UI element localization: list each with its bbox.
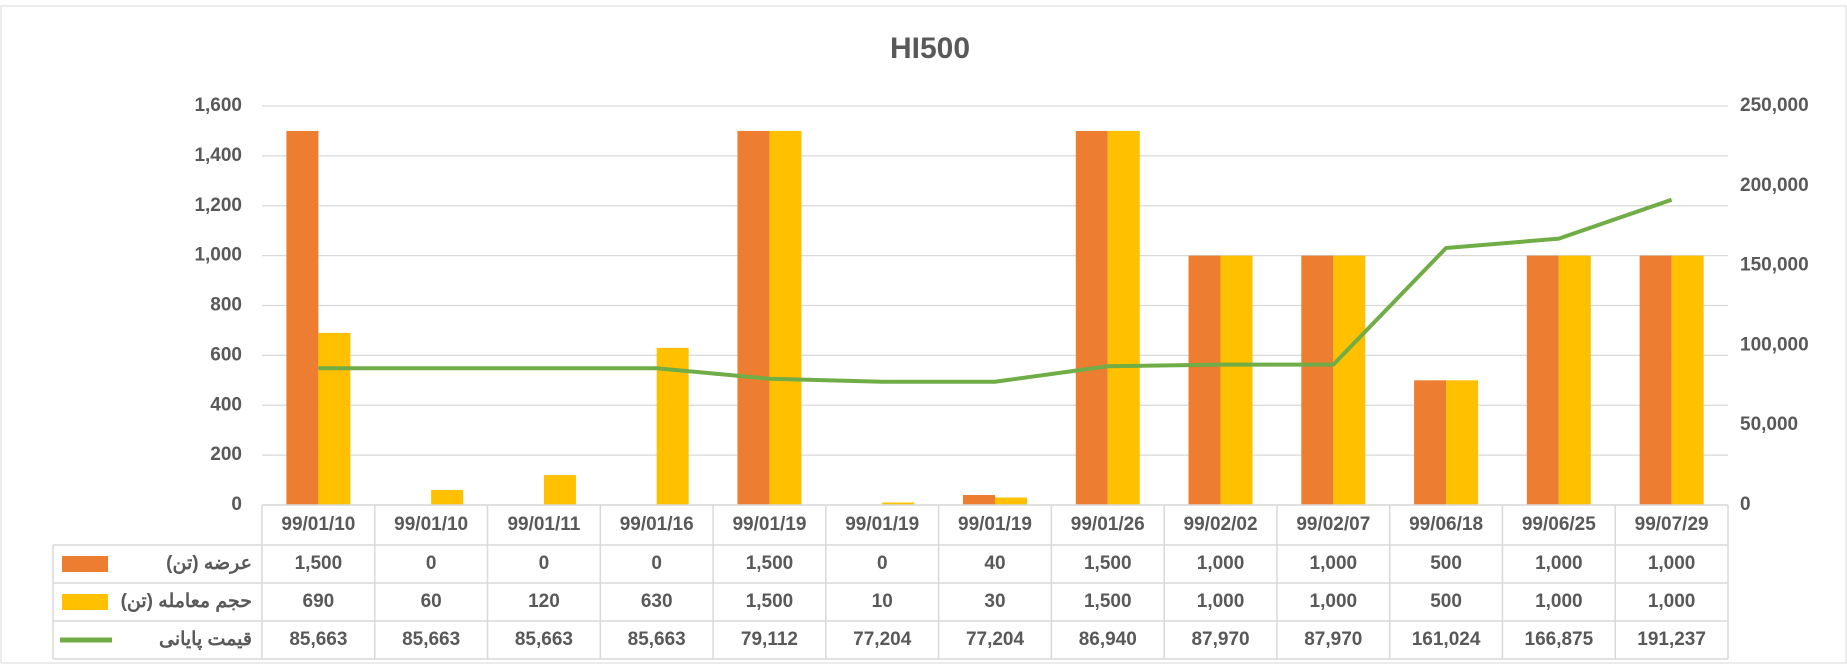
y-tick-label: 600 — [210, 344, 242, 365]
table-value: 85,663 — [515, 629, 573, 650]
bar — [882, 502, 915, 505]
y2-tick-label: 250,000 — [1740, 95, 1809, 116]
table-value: 1,000 — [1648, 553, 1696, 574]
bar — [1301, 255, 1334, 505]
x-tick-label: 99/07/29 — [1635, 514, 1709, 535]
bar — [1526, 255, 1559, 505]
y-tick-label: 400 — [210, 394, 242, 415]
table-value: 500 — [1430, 553, 1462, 574]
table-value: 1,000 — [1197, 591, 1245, 612]
table-value: 120 — [528, 591, 560, 612]
bar — [431, 490, 464, 505]
y-tick-label: 200 — [210, 444, 242, 465]
x-tick-label: 99/02/07 — [1296, 514, 1370, 535]
table-value: 191,237 — [1637, 629, 1706, 650]
bar — [1671, 255, 1704, 505]
table-value: 166,875 — [1525, 629, 1594, 650]
table-value: 77,204 — [966, 629, 1025, 650]
table-value: 1,500 — [746, 553, 794, 574]
x-tick-label: 99/01/26 — [1071, 514, 1145, 535]
table-value: 0 — [539, 553, 550, 574]
legend-swatch — [62, 556, 108, 572]
y2-tick-label: 200,000 — [1740, 175, 1809, 196]
table-value: 161,024 — [1412, 629, 1481, 650]
legend-swatch — [62, 594, 108, 610]
table-value: 0 — [651, 553, 662, 574]
x-tick-label: 99/01/19 — [958, 514, 1032, 535]
table-value: 0 — [877, 553, 888, 574]
bar — [995, 497, 1027, 505]
table-value: 40 — [984, 553, 1005, 574]
table-value: 79,112 — [741, 629, 798, 650]
table-value: 86,940 — [1079, 629, 1137, 650]
table-value: 500 — [1430, 591, 1462, 612]
chart-title: HI500 — [890, 32, 970, 65]
table-value: 690 — [303, 591, 335, 612]
bar — [769, 130, 802, 505]
y-tick-label: 0 — [231, 494, 242, 515]
x-tick-label: 99/01/10 — [394, 514, 468, 535]
bar — [318, 332, 351, 505]
table-value: 0 — [426, 553, 437, 574]
table-value: 1,000 — [1535, 553, 1583, 574]
bar — [737, 130, 770, 505]
bar — [1446, 380, 1479, 505]
x-tick-label: 99/01/10 — [281, 514, 355, 535]
y-tick-label: 1,600 — [194, 95, 242, 116]
table-value: 87,970 — [1304, 629, 1362, 650]
table-value: 1,500 — [746, 591, 794, 612]
y-tick-label: 1,000 — [194, 245, 242, 266]
table-value: 30 — [984, 591, 1005, 612]
bar — [1333, 255, 1366, 505]
x-tick-label: 99/01/19 — [732, 514, 806, 535]
table-value: 1,000 — [1197, 553, 1245, 574]
legend-label: قیمت پایانی — [159, 629, 252, 650]
table-value: 85,663 — [402, 629, 460, 650]
x-tick-label: 99/01/11 — [507, 514, 580, 535]
table-value: 85,663 — [289, 629, 347, 650]
bar — [656, 347, 689, 505]
bar — [1558, 255, 1591, 505]
bar — [1414, 380, 1447, 505]
table-value: 1,000 — [1310, 591, 1358, 612]
y2-tick-label: 100,000 — [1740, 334, 1809, 355]
y-tick-label: 1,400 — [194, 145, 242, 166]
y2-tick-label: 150,000 — [1740, 255, 1809, 276]
line — [318, 197, 1673, 384]
bar — [1188, 255, 1221, 505]
legend-label: حجم معامله (تن) — [121, 591, 252, 612]
x-tick-label: 99/06/18 — [1409, 514, 1483, 535]
table-value: 77,204 — [853, 629, 912, 650]
x-tick-label: 99/06/25 — [1522, 514, 1596, 535]
y2-tick-label: 50,000 — [1740, 414, 1798, 435]
bar — [963, 495, 995, 505]
y-tick-label: 800 — [210, 295, 242, 316]
table-value: 1,500 — [1084, 553, 1132, 574]
table-value: 87,970 — [1191, 629, 1249, 650]
table-value: 10 — [872, 591, 893, 612]
table-value: 630 — [641, 591, 673, 612]
x-tick-label: 99/02/02 — [1184, 514, 1258, 535]
y2-tick-label: 0 — [1740, 494, 1751, 515]
bar — [1075, 130, 1108, 505]
table-value: 85,663 — [628, 629, 686, 650]
bar — [1107, 130, 1140, 505]
table-value: 1,000 — [1310, 553, 1358, 574]
table-value: 1,000 — [1648, 591, 1696, 612]
bar — [1220, 255, 1253, 505]
x-tick-label: 99/01/16 — [620, 514, 694, 535]
bar — [286, 130, 319, 505]
bar — [543, 475, 576, 505]
table-value: 1,500 — [295, 553, 343, 574]
table-value: 60 — [421, 591, 442, 612]
bar — [1639, 255, 1672, 505]
legend-label: عرضه (تن) — [166, 553, 252, 574]
table-value: 1,000 — [1535, 591, 1583, 612]
x-tick-label: 99/01/19 — [845, 514, 919, 535]
y-tick-label: 1,200 — [194, 195, 242, 216]
table-value: 1,500 — [1084, 591, 1132, 612]
